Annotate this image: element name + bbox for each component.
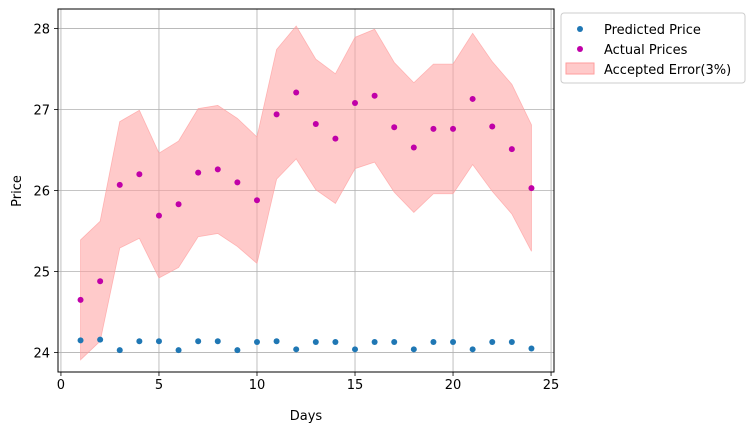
legend-marker-error-band	[565, 62, 595, 75]
y-tick-label: 25	[33, 266, 50, 281]
y-tick-label: 26	[33, 185, 50, 200]
predicted-price-point	[273, 338, 280, 345]
y-tick-label: 28	[33, 22, 50, 37]
actual-price-point	[528, 185, 535, 192]
predicted-price-point	[195, 338, 202, 345]
actual-price-point	[155, 212, 162, 219]
actual-price-point	[410, 144, 417, 151]
actual-price-point	[136, 171, 143, 178]
x-tick-label: 0	[57, 378, 65, 393]
actual-price-point	[195, 169, 202, 176]
legend-marker-actual	[577, 46, 583, 52]
actual-price-point	[352, 99, 359, 106]
actual-price-point	[332, 135, 339, 142]
predicted-price-point	[430, 339, 437, 346]
y-axis-ticks: 24 25 26 27 28	[33, 22, 58, 362]
x-tick-label: 10	[249, 378, 266, 393]
actual-price-point	[293, 89, 300, 96]
x-tick-label: 25	[543, 378, 560, 393]
actual-price-point	[77, 296, 84, 303]
actual-price-point	[371, 92, 378, 99]
actual-price-point	[214, 166, 221, 173]
y-axis-label: Price	[10, 175, 25, 207]
actual-price-point	[508, 146, 515, 153]
actual-price-point	[430, 125, 437, 132]
predicted-price-point	[234, 347, 241, 354]
x-tick-label: 5	[155, 378, 163, 393]
predicted-price-point	[214, 338, 221, 345]
predicted-price-point	[253, 339, 260, 346]
actual-price-point	[469, 95, 476, 102]
x-axis-label: Days	[290, 409, 323, 424]
legend-label-actual: Actual Prices	[604, 43, 688, 58]
actual-price-point	[116, 181, 123, 188]
x-tick-label: 20	[445, 378, 462, 393]
actual-price-point	[312, 121, 319, 128]
predicted-price-point	[469, 346, 476, 353]
predicted-price-point	[508, 339, 515, 346]
predicted-price-point	[77, 337, 84, 344]
predicted-price-point	[136, 338, 143, 345]
predicted-price-point	[450, 339, 457, 346]
predicted-price-point	[410, 346, 417, 353]
legend-label-predicted: Predicted Price	[604, 23, 701, 38]
predicted-price-point	[332, 339, 339, 346]
predicted-price-point	[528, 345, 535, 352]
actual-price-point	[175, 201, 182, 208]
error-band	[80, 25, 532, 361]
actual-price-point	[391, 124, 398, 131]
actual-price-point	[273, 111, 280, 118]
predicted-price-point	[175, 347, 182, 354]
predicted-price-point	[116, 347, 123, 354]
actual-price-point	[234, 179, 241, 186]
x-tick-label: 15	[347, 378, 364, 393]
predicted-price-point	[352, 346, 359, 353]
predicted-price-point	[489, 339, 496, 346]
y-tick-label: 27	[33, 103, 50, 118]
legend-marker-predicted	[577, 26, 583, 32]
predicted-price-point	[312, 339, 319, 346]
legend-box	[560, 12, 746, 84]
predicted-price-point	[391, 339, 398, 346]
data-points	[77, 89, 535, 354]
actual-price-point	[450, 125, 457, 132]
legend: Predicted Price Actual Prices Accepted E…	[560, 12, 746, 84]
predicted-price-point	[97, 336, 104, 343]
actual-price-point	[489, 123, 496, 130]
x-axis-ticks: 0 5 10 15 20 25	[57, 372, 560, 393]
actual-price-point	[97, 278, 104, 285]
predicted-price-point	[155, 338, 162, 345]
y-tick-label: 24	[33, 347, 50, 362]
predicted-price-point	[293, 346, 300, 353]
legend-label-error-band: Accepted Error(3%)	[604, 63, 731, 78]
error-band-area	[80, 25, 532, 361]
actual-price-point	[253, 197, 260, 204]
predicted-price-point	[371, 339, 378, 346]
